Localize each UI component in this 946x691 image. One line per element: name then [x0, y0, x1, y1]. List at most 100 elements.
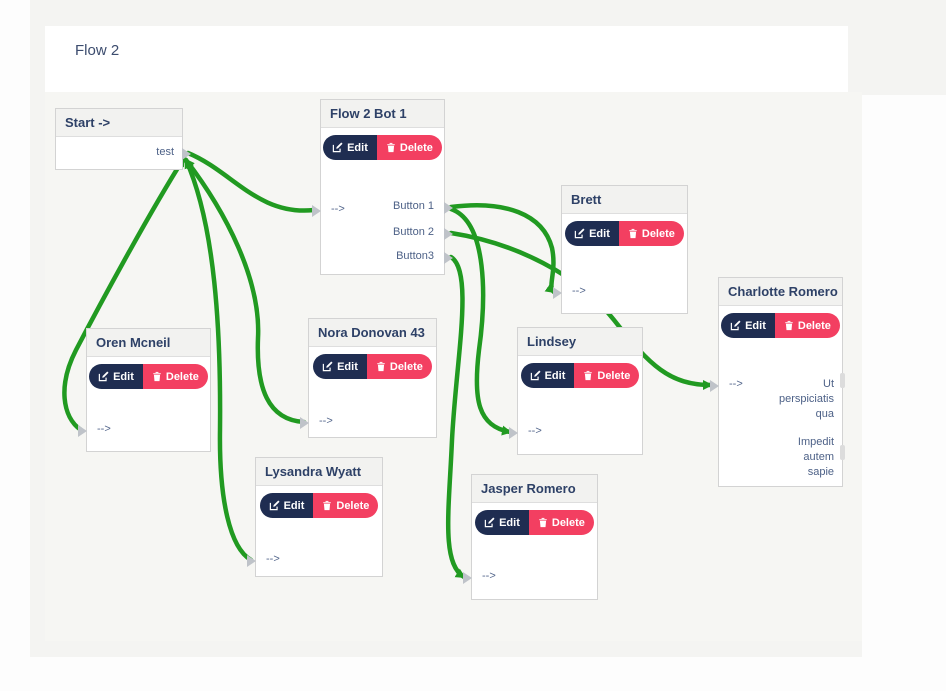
edit-button[interactable]: Edit — [565, 221, 619, 246]
app-background-bottom — [30, 641, 862, 657]
message-text-line: Impedit — [797, 436, 834, 448]
input-port[interactable] — [78, 425, 87, 437]
edit-button[interactable]: Edit — [520, 363, 575, 388]
trash-icon — [538, 517, 548, 528]
trash-icon — [583, 370, 593, 381]
node-brett[interactable]: Brett Edit Delete --> — [553, 185, 688, 314]
node-charlotte-romero[interactable]: Charlotte Romero Edit Delete --> Ut perspicia… — [710, 277, 845, 487]
node-lindsey[interactable]: Lindsey Edit Delete --> — [509, 327, 643, 455]
connection-flow-2-bot-1:button-2--charlotte-romero:in — [448, 230, 714, 390]
edit-button-label: Edit — [347, 141, 368, 154]
node-actions: Edit Delete — [565, 221, 684, 246]
edit-button[interactable]: Edit — [259, 493, 314, 518]
node-header-lysandra-wyatt[interactable]: Lysandra Wyatt — [256, 458, 382, 486]
node-title: Oren Mcneil — [96, 335, 171, 350]
connection-flow-2-bot-1:button-3--jasper-romero:in — [445, 254, 467, 580]
edit-button-label: Edit — [113, 370, 134, 383]
output-port-tab[interactable] — [840, 445, 845, 460]
delete-button[interactable]: Delete — [618, 221, 684, 246]
node-title: Jasper Romero — [481, 481, 576, 496]
message-texts: Ut perspiciatis qua Impedit autem sapie — [779, 377, 834, 493]
message-text-line: Ut — [823, 378, 834, 390]
edit-button[interactable]: Edit — [721, 313, 775, 338]
node-header-charlotte-romero[interactable]: Charlotte Romero — [719, 278, 842, 306]
delete-button[interactable]: Delete — [774, 313, 840, 338]
node-nora-donovan-43[interactable]: Nora Donovan 43 Edit Delete --> — [300, 318, 437, 438]
edit-button[interactable]: Edit — [475, 510, 529, 535]
delete-button-label: Delete — [597, 369, 631, 382]
node-header-jasper-romero[interactable]: Jasper Romero — [472, 475, 597, 503]
output-port[interactable] — [444, 202, 453, 214]
input-port-label: --> — [528, 425, 542, 437]
input-port-label: --> — [331, 203, 345, 215]
output-label: test — [156, 146, 174, 158]
edit-icon — [484, 517, 495, 528]
delete-button[interactable]: Delete — [366, 354, 432, 379]
trash-icon — [152, 371, 162, 382]
node-start[interactable]: Start -> test — [55, 108, 191, 170]
input-port[interactable] — [247, 555, 256, 567]
edit-button[interactable]: Edit — [89, 364, 143, 389]
node-header-flow-2-bot-1[interactable]: Flow 2 Bot 1 — [321, 100, 444, 128]
node-actions: Edit Delete — [89, 364, 208, 389]
delete-button[interactable]: Delete — [313, 493, 379, 518]
input-port[interactable] — [509, 427, 518, 439]
message-text-line: qua — [815, 408, 834, 420]
delete-button-label: Delete — [797, 319, 831, 332]
input-port-label: --> — [482, 570, 496, 582]
trash-icon — [322, 500, 332, 511]
output-port[interactable] — [444, 228, 453, 240]
message-text-block: Impedit autem sapie — [779, 435, 834, 480]
edit-button-label: Edit — [283, 499, 305, 512]
trash-icon — [376, 361, 386, 372]
node-header-lindsey[interactable]: Lindsey — [518, 328, 642, 356]
node-flow-2-bot-1[interactable]: Flow 2 Bot 1 Edit Delete --> Button 1 Button … — [312, 99, 453, 275]
output-port[interactable] — [182, 148, 191, 160]
node-title: Charlotte Romero — [728, 284, 838, 299]
node-actions: Edit Delete — [323, 135, 442, 160]
edit-button-label: Edit — [589, 227, 610, 240]
input-port-label: --> — [266, 553, 280, 565]
node-title: Start -> — [65, 115, 111, 130]
node-oren-mcneil[interactable]: Oren Mcneil Edit Delete --> — [78, 328, 211, 452]
node-actions: Edit Delete — [313, 354, 432, 379]
delete-button[interactable]: Delete — [376, 135, 442, 160]
node-header-nora-donovan-43[interactable]: Nora Donovan 43 — [309, 319, 436, 347]
output-label: Button3 — [396, 250, 434, 262]
node-title: Lindsey — [527, 334, 577, 349]
node-header-brett[interactable]: Brett — [562, 186, 687, 214]
connection-flow-2-bot-1:button-1--brett:in — [448, 202, 557, 295]
node-jasper-romero[interactable]: Jasper Romero Edit Delete --> — [463, 474, 598, 600]
delete-button[interactable]: Delete — [142, 364, 208, 389]
input-port-label: --> — [572, 285, 586, 297]
node-header-oren-mcneil[interactable]: Oren Mcneil — [87, 329, 210, 357]
delete-button[interactable]: Delete — [574, 363, 640, 388]
input-port-label: --> — [97, 423, 111, 435]
edit-icon — [574, 228, 585, 239]
input-port[interactable] — [312, 205, 321, 217]
connection-oren-mcneil:in--start:test — [62, 155, 187, 433]
input-port[interactable] — [300, 417, 309, 429]
node-header-start[interactable]: Start -> — [56, 109, 182, 137]
delete-button[interactable]: Delete — [528, 510, 594, 535]
input-port[interactable] — [710, 380, 719, 392]
edit-button[interactable]: Edit — [323, 135, 377, 160]
edit-button[interactable]: Edit — [313, 354, 367, 379]
input-port[interactable] — [553, 287, 562, 299]
edit-icon — [269, 500, 280, 511]
edit-button-label: Edit — [499, 516, 520, 529]
node-lysandra-wyatt[interactable]: Lysandra Wyatt Edit Delete --> — [247, 457, 383, 577]
delete-button-label: Delete — [165, 370, 199, 383]
output-port-tab[interactable] — [840, 373, 845, 388]
input-port-label: --> — [319, 415, 333, 427]
connection-flow-2-bot-1:button-1--lindsey:in — [448, 206, 513, 436]
output-port[interactable] — [444, 252, 453, 264]
connection-lysandra-wyatt:in--start:test — [183, 157, 254, 563]
input-port[interactable] — [463, 572, 472, 584]
delete-button-label: Delete — [641, 227, 675, 240]
flow-header-card: Flow 2 — [45, 26, 848, 92]
message-text-line: autem — [803, 451, 834, 463]
message-text-line: perspiciatis — [778, 393, 834, 405]
